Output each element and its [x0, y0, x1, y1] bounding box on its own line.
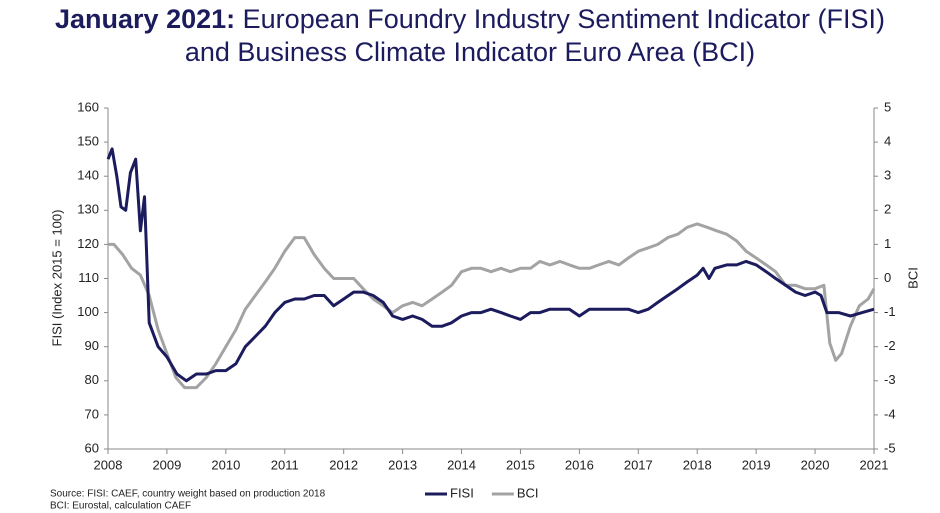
- y-tick-label: 150: [77, 134, 99, 149]
- y2-tick-label: 0: [884, 270, 891, 285]
- y2-tick-label: -2: [884, 338, 896, 353]
- y2-tick-label: 3: [884, 168, 891, 183]
- title-date: January 2021:: [55, 4, 235, 34]
- y-tick-label: 140: [77, 168, 99, 183]
- source-note: BCI: Eurostal, calculation CAEF: [50, 501, 191, 512]
- x-tick-label: 2008: [94, 457, 123, 472]
- x-tick-label: 2011: [271, 457, 299, 472]
- x-tick-label: 2016: [565, 457, 594, 472]
- x-tick-label: 2012: [329, 457, 358, 472]
- chart-title: January 2021: European Foundry Industry …: [55, 4, 885, 34]
- x-tick-label: 2010: [211, 457, 240, 472]
- y-tick-label: 100: [77, 304, 99, 319]
- x-tick-label: 2019: [742, 457, 771, 472]
- x-tick-label: 2017: [624, 457, 653, 472]
- y-tick-label: 70: [85, 406, 99, 421]
- y-tick-label: 160: [77, 99, 99, 114]
- legend-label: FISI: [450, 485, 474, 500]
- x-tick-label: 2013: [388, 457, 417, 472]
- y2-tick-label: 5: [884, 99, 891, 114]
- y2-tick-label: -1: [884, 304, 896, 319]
- source-note: Source: FISI: CAEF, country weight based…: [50, 489, 326, 500]
- y2-tick-label: 1: [884, 236, 891, 251]
- y-tick-label: 60: [85, 440, 99, 455]
- y2-tick-label: -3: [884, 372, 896, 387]
- title-line: and Business Climate Indicator Euro Area…: [185, 37, 755, 67]
- x-tick-label: 2015: [506, 457, 535, 472]
- y2-tick-label: 2: [884, 202, 891, 217]
- y-tick-label: 110: [78, 270, 99, 285]
- x-tick-label: 2021: [860, 457, 889, 472]
- series-line: [108, 222, 876, 390]
- y-tick-label: 80: [85, 372, 99, 387]
- x-tick-label: 2009: [152, 457, 181, 472]
- title-line: European Foundry Industry Sentiment Indi…: [243, 4, 885, 34]
- x-tick-label: 2020: [801, 457, 830, 472]
- x-tick-label: 2018: [683, 457, 712, 472]
- series-line: [106, 147, 875, 383]
- legend-label: BCI: [517, 485, 539, 500]
- y-axis-label: FISI (Index 2015 = 100): [49, 210, 64, 347]
- y2-axis-label: BCI: [905, 267, 920, 289]
- y2-tick-label: 4: [884, 134, 891, 149]
- y2-tick-label: -5: [884, 440, 896, 455]
- y2-tick-label: -4: [884, 406, 896, 421]
- y-tick-label: 130: [77, 202, 99, 217]
- x-tick-label: 2014: [447, 457, 476, 472]
- y-tick-label: 120: [77, 236, 99, 251]
- y-tick-label: 90: [85, 338, 99, 353]
